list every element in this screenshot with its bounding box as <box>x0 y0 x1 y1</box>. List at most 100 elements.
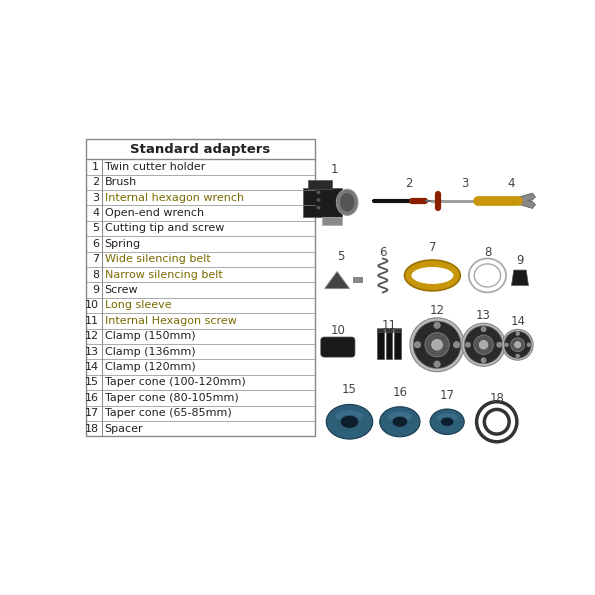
Bar <box>377 330 384 359</box>
Text: 2: 2 <box>92 177 99 187</box>
Bar <box>394 328 402 331</box>
Text: 18: 18 <box>85 424 99 434</box>
Text: Clamp (120mm): Clamp (120mm) <box>105 362 195 372</box>
Circle shape <box>425 333 449 357</box>
Polygon shape <box>517 193 536 208</box>
Circle shape <box>505 343 508 347</box>
Text: 15: 15 <box>342 383 357 396</box>
Text: Taper cone (80-105mm): Taper cone (80-105mm) <box>105 393 239 403</box>
Text: Wide silencing belt: Wide silencing belt <box>105 254 211 264</box>
Bar <box>303 187 342 217</box>
Text: 12: 12 <box>430 303 444 317</box>
Circle shape <box>481 358 486 363</box>
Text: 6: 6 <box>379 246 387 259</box>
Bar <box>394 330 400 359</box>
Text: 10: 10 <box>330 324 345 337</box>
Circle shape <box>465 326 503 364</box>
Ellipse shape <box>405 260 461 291</box>
Ellipse shape <box>388 412 412 422</box>
Text: 3: 3 <box>92 193 99 203</box>
Circle shape <box>413 321 461 368</box>
Text: 17: 17 <box>85 408 99 418</box>
Text: Clamp (136mm): Clamp (136mm) <box>105 347 195 356</box>
Text: Brush: Brush <box>105 177 137 187</box>
Circle shape <box>465 342 471 347</box>
Polygon shape <box>512 270 528 286</box>
Circle shape <box>479 340 488 349</box>
Text: 11: 11 <box>381 319 396 332</box>
Circle shape <box>502 330 533 360</box>
Text: Narrow silencing belt: Narrow silencing belt <box>105 270 223 280</box>
Circle shape <box>516 332 519 336</box>
Circle shape <box>481 327 486 332</box>
Bar <box>308 180 331 189</box>
Circle shape <box>474 335 493 355</box>
Text: Spring: Spring <box>105 239 141 249</box>
Circle shape <box>317 206 321 209</box>
Ellipse shape <box>340 415 359 428</box>
Ellipse shape <box>380 407 420 437</box>
Bar <box>377 328 384 331</box>
Text: 14: 14 <box>510 315 525 328</box>
Ellipse shape <box>437 414 458 422</box>
Text: 13: 13 <box>476 309 491 322</box>
Bar <box>353 277 362 283</box>
Circle shape <box>477 402 517 441</box>
Text: Taper cone (65-85mm): Taper cone (65-85mm) <box>105 408 231 418</box>
Text: 15: 15 <box>85 377 99 387</box>
Polygon shape <box>325 271 349 289</box>
Text: 5: 5 <box>337 250 345 263</box>
Text: Cutting tip and screw: Cutting tip and screw <box>105 224 224 233</box>
Text: 6: 6 <box>92 239 99 249</box>
Text: 12: 12 <box>85 331 99 342</box>
Text: 14: 14 <box>85 362 99 372</box>
Text: 17: 17 <box>440 389 455 402</box>
Text: 8: 8 <box>92 270 99 280</box>
Text: 10: 10 <box>85 300 99 311</box>
FancyBboxPatch shape <box>321 337 355 357</box>
Ellipse shape <box>469 258 506 292</box>
Text: Standard adapters: Standard adapters <box>130 143 271 156</box>
Text: Spacer: Spacer <box>105 424 143 434</box>
Text: 16: 16 <box>85 393 99 403</box>
Text: 4: 4 <box>507 177 515 190</box>
Circle shape <box>317 190 321 194</box>
Ellipse shape <box>474 264 500 287</box>
Circle shape <box>497 342 502 347</box>
Text: Open-end wrench: Open-end wrench <box>105 208 203 218</box>
Circle shape <box>527 343 531 347</box>
Text: 9: 9 <box>92 285 99 295</box>
Bar <box>322 217 342 225</box>
Circle shape <box>434 322 440 328</box>
Text: 7: 7 <box>92 254 99 264</box>
Text: Internal Hexagon screw: Internal Hexagon screw <box>105 316 236 326</box>
Text: Internal hexagon wrench: Internal hexagon wrench <box>105 193 244 203</box>
Ellipse shape <box>339 192 355 212</box>
Ellipse shape <box>430 409 464 434</box>
Text: 5: 5 <box>92 224 99 233</box>
Ellipse shape <box>440 417 454 427</box>
Circle shape <box>484 409 509 434</box>
Text: Twin cutter holder: Twin cutter holder <box>105 162 205 172</box>
Circle shape <box>410 318 464 372</box>
Text: 1: 1 <box>330 164 338 177</box>
Circle shape <box>317 198 321 202</box>
Circle shape <box>516 354 519 358</box>
Bar <box>385 328 393 331</box>
Text: 4: 4 <box>92 208 99 218</box>
Circle shape <box>515 342 521 348</box>
Text: 3: 3 <box>461 177 469 190</box>
Circle shape <box>431 339 443 350</box>
Text: Long sleeve: Long sleeve <box>105 300 171 311</box>
Text: Screw: Screw <box>105 285 138 295</box>
Text: 2: 2 <box>405 177 413 190</box>
Ellipse shape <box>336 410 364 422</box>
Text: 13: 13 <box>85 347 99 356</box>
Ellipse shape <box>336 189 358 215</box>
Text: 8: 8 <box>484 246 491 259</box>
Text: 9: 9 <box>516 254 524 267</box>
Text: 16: 16 <box>392 386 408 399</box>
Text: 11: 11 <box>85 316 99 326</box>
Text: 1: 1 <box>92 162 99 172</box>
Text: Clamp (150mm): Clamp (150mm) <box>105 331 195 342</box>
